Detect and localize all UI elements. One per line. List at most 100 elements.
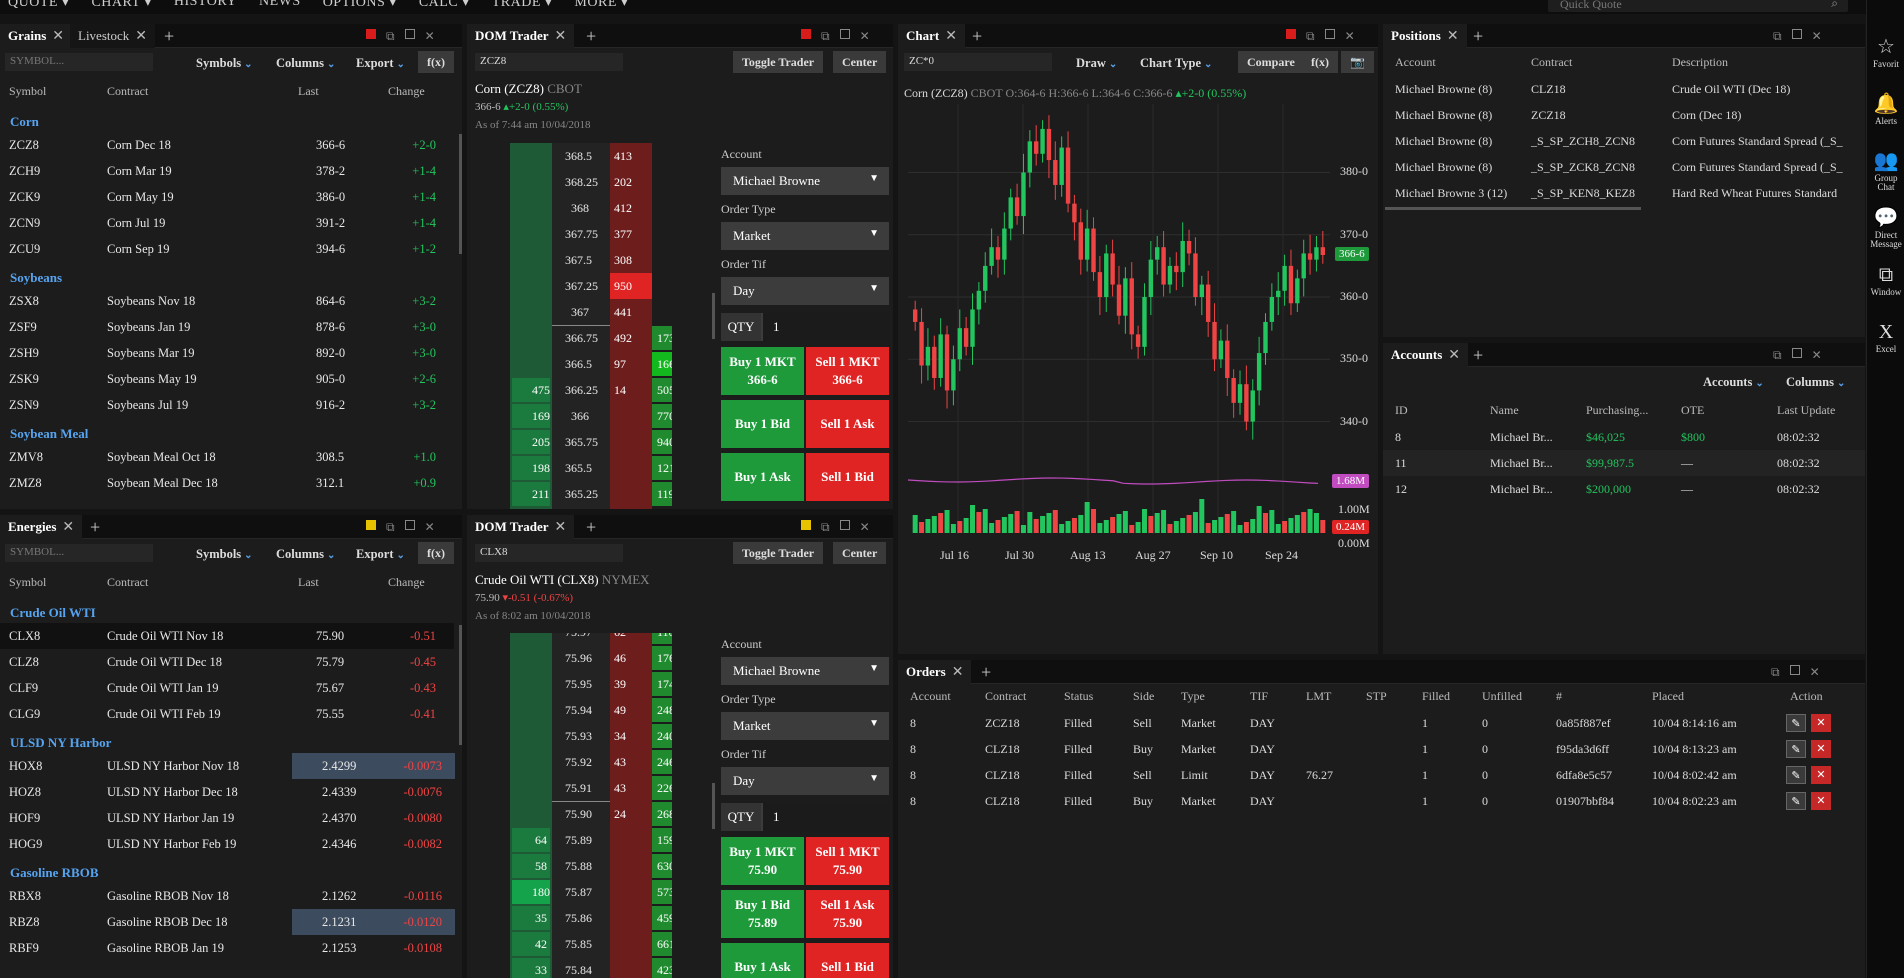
qty-input[interactable]: 1 [763, 803, 889, 831]
table-row[interactable]: ZCK9 Corn May 19 386-0 +1-4 [0, 184, 454, 210]
camera-icon[interactable]: 📷 [1341, 51, 1374, 73]
table-row[interactable]: ZCH9 Corn Mar 19 378-2 +1-4 [0, 158, 454, 184]
header-contract[interactable]: Contract [107, 575, 149, 589]
close-icon[interactable]: ✕ [62, 520, 75, 535]
header-symbol[interactable]: Symbol [9, 84, 47, 98]
positions-header-description[interactable]: Description [1672, 55, 1728, 69]
maximize-icon[interactable] [1324, 29, 1335, 39]
ladder-row[interactable]: 75.92 43 2464 [467, 749, 672, 775]
tab-orders[interactable]: Orders ✕ [898, 660, 972, 684]
tab-dom-trader[interactable]: DOM Trader ✕ [467, 24, 575, 48]
center-button[interactable]: Center [833, 542, 887, 564]
ladder-row[interactable]: 42 75.85 661 [467, 931, 672, 957]
accounts-header[interactable]: Purchasing... [1586, 403, 1649, 417]
ladder-row[interactable]: 75.95 39 1742 [467, 671, 672, 697]
link-color-icon[interactable] [1286, 29, 1296, 39]
tab-accounts[interactable]: Accounts ✕ [1383, 343, 1469, 367]
orders-header-lmt[interactable]: LMT [1306, 689, 1332, 703]
table-row[interactable]: ZMV8 Soybean Meal Oct 18 308.5 +1.0 [0, 444, 454, 470]
draw-button[interactable]: Draw ⌄ [1076, 53, 1117, 73]
menu-item-6[interactable]: TRADE ▾ [491, 0, 553, 10]
ladder-row[interactable]: 75.93 34 2401 [467, 723, 672, 749]
account-select[interactable]: Michael Browne ▼ [721, 167, 889, 195]
close-window-icon[interactable]: ✕ [859, 29, 870, 43]
close-icon[interactable]: ✕ [52, 29, 65, 44]
accounts-header[interactable]: Name [1490, 403, 1519, 417]
ladder-row[interactable]: 205 365.75 940 [467, 429, 672, 455]
export-menu-button[interactable]: Export ⌄ [356, 544, 405, 564]
sell-button-3[interactable]: Sell 1 Bid [806, 943, 889, 978]
maximize-icon[interactable] [839, 29, 850, 39]
menu-item-7[interactable]: MORE ▾ [574, 0, 629, 10]
quick-quote-input[interactable]: Quick Quote ⌕ [1548, 0, 1848, 12]
table-row[interactable]: ZSH9 Soybeans Mar 19 892-0 +3-0 [0, 340, 454, 366]
header-last[interactable]: Last [298, 575, 319, 589]
orders-header-unfilled[interactable]: Unfilled [1482, 689, 1522, 703]
close-window-icon[interactable]: ✕ [424, 29, 435, 43]
orders-header-number[interactable]: # [1556, 689, 1562, 703]
tab-positions[interactable]: Positions ✕ [1383, 24, 1467, 48]
accounts-header[interactable]: ID [1395, 403, 1408, 417]
tab-energies[interactable]: Energies ✕ [0, 515, 83, 539]
horizontal-scrollbar[interactable] [1385, 207, 1641, 210]
rail-item-alerts[interactable]: 🔔 Alerts [1867, 93, 1904, 126]
buy-button-3[interactable]: Buy 1 Ask [721, 943, 804, 978]
center-button[interactable]: Center [833, 51, 887, 73]
popout-icon[interactable]: ⧉ [821, 29, 830, 43]
toggle-trader-button[interactable]: Toggle Trader [733, 51, 824, 73]
orders-header-filled[interactable]: Filled [1422, 689, 1451, 703]
candlestick-chart[interactable] [898, 94, 1378, 654]
orders-header-type[interactable]: Type [1181, 689, 1205, 703]
ladder-row[interactable]: 368.5 413 [467, 143, 672, 169]
ladder-scrollbar[interactable] [712, 293, 715, 339]
ladder-scrollbar[interactable] [712, 783, 715, 829]
link-color-icon[interactable] [801, 520, 811, 530]
maximize-icon[interactable] [1791, 29, 1802, 39]
table-row[interactable]: CLX8 Crude Oil WTI Nov 18 75.90 -0.51 [0, 623, 454, 649]
fx-button[interactable]: f(x) [418, 51, 454, 73]
maximize-icon[interactable] [839, 520, 850, 530]
buy-button-1[interactable]: Buy 1 MKT 75.90 [721, 837, 804, 885]
close-icon[interactable]: ✕ [554, 520, 567, 535]
ladder-row[interactable]: 33 75.84 423 [467, 957, 672, 978]
orders-header-tif[interactable]: TIF [1250, 689, 1268, 703]
ladder-row[interactable]: 211 365.25 1194 [467, 481, 672, 507]
edit-icon[interactable]: ✎ [1786, 766, 1806, 784]
compare-button[interactable]: Compare [1238, 51, 1304, 73]
close-window-icon[interactable]: ✕ [1811, 29, 1822, 43]
close-icon[interactable]: ✕ [554, 29, 567, 44]
ladder-row[interactable]: 366.75 492 173 [467, 325, 672, 351]
accounts-menu-button[interactable]: Accounts ⌄ [1703, 372, 1764, 392]
orders-header-action[interactable]: Action [1790, 689, 1823, 703]
menu-item-5[interactable]: CALC ▾ [418, 0, 470, 10]
close-window-icon[interactable]: ✕ [424, 520, 435, 534]
table-row[interactable]: Michael Browne (8) ZCZ18 Corn (Dec 18) [1383, 102, 1865, 128]
ladder-row[interactable]: 75.91 43 2269 [467, 775, 672, 801]
add-tab-icon[interactable]: + [586, 26, 597, 46]
table-row[interactable]: Michael Browne (8) _S_SP_ZCK8_ZCN8 Corn Fu… [1383, 154, 1865, 180]
maximize-icon[interactable] [1789, 665, 1800, 675]
ladder-row[interactable]: 366.5 97 1663 [467, 351, 672, 377]
rail-item-group-chat[interactable]: 👥 Group Chat [1867, 150, 1904, 192]
group-header[interactable]: Soybeans [10, 270, 63, 285]
ladder-row[interactable]: 367.5 308 [467, 247, 672, 273]
add-tab-icon[interactable]: + [972, 26, 983, 46]
link-color-icon[interactable] [801, 29, 811, 39]
table-row[interactable]: Michael Browne 3 (12) _S_SP_KEN8_KEZ8 Hard… [1383, 180, 1865, 206]
header-symbol[interactable]: Symbol [9, 575, 47, 589]
rail-item-direct-message[interactable]: 💬 Direct Message [1867, 207, 1904, 249]
table-row[interactable]: ZCN9 Corn Jul 19 391-2 +1-4 [0, 210, 454, 236]
header-last[interactable]: Last [298, 84, 319, 98]
order-type-select[interactable]: Market ▼ [721, 222, 889, 250]
buy-button-2[interactable]: Buy 1 Bid [721, 400, 804, 448]
add-tab-icon[interactable]: + [586, 517, 597, 537]
quantity-field[interactable]: QTY 1 [721, 803, 889, 831]
orders-header-placed[interactable]: Placed [1652, 689, 1684, 703]
delete-icon[interactable]: ✕ [1811, 792, 1831, 810]
close-window-icon[interactable]: ✕ [1811, 348, 1822, 362]
close-icon[interactable]: ✕ [951, 665, 964, 680]
group-header[interactable]: Corn [10, 114, 39, 129]
buy-button-2[interactable]: Buy 1 Bid 75.89 [721, 890, 804, 938]
orders-header-account[interactable]: Account [910, 689, 951, 703]
